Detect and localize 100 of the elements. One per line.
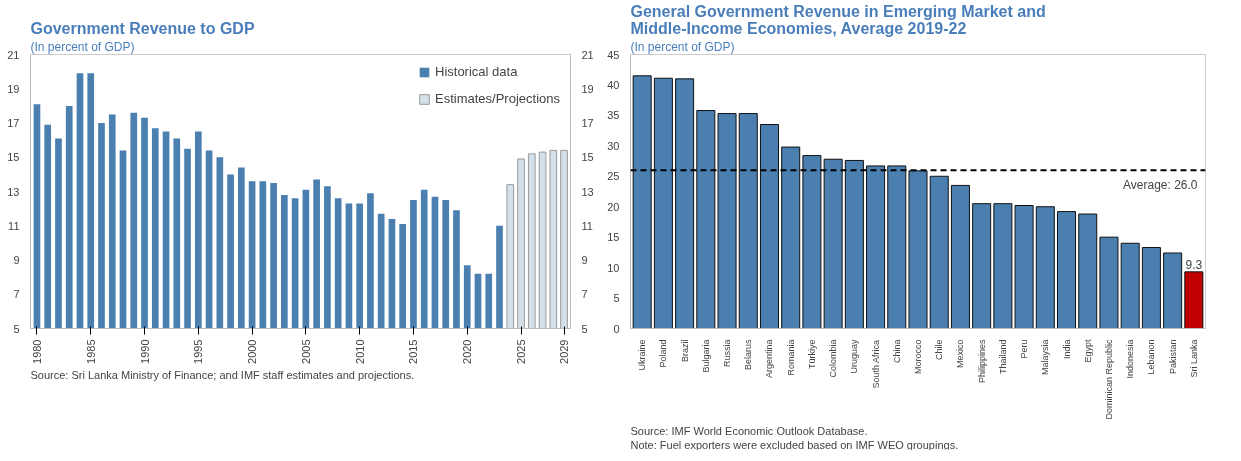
x-tick-label: Mexico	[955, 339, 966, 369]
y-tick-label: 10	[607, 261, 620, 274]
x-tick-label: Brazil	[679, 339, 690, 362]
x-tick-label: India	[1061, 339, 1072, 360]
bar	[781, 146, 801, 329]
x-tick-label: 1995	[192, 339, 205, 364]
bar	[653, 77, 673, 329]
x-tick-label: Dominican Republic	[1103, 339, 1114, 420]
bar	[632, 75, 652, 329]
x-tick-label: Romania	[785, 339, 796, 376]
bar	[717, 113, 737, 329]
y-tick-label: 25	[607, 170, 620, 183]
text: Note: Fuel exporters were excluded based on IMF WEO groupings.	[630, 438, 959, 451]
x-tick-label: Chile	[934, 339, 945, 361]
bar	[1120, 242, 1140, 329]
y-tick-label: 20	[607, 200, 620, 213]
bar	[675, 78, 695, 329]
y2-tick-label: 13	[581, 185, 594, 198]
x-tick-label: 1990	[138, 339, 151, 364]
x-tick-label: Colombia	[828, 339, 839, 378]
y2-tick-label: 17	[581, 117, 594, 129]
source-note: Source: IMF World Economic Outlook Database.	[630, 424, 868, 437]
bar	[759, 124, 779, 329]
y2-tick-label: 5	[581, 322, 588, 335]
chart-subtitle: (In percent of GDP)	[630, 39, 735, 54]
bar	[1141, 247, 1161, 329]
x-tick-label: Peru	[1019, 339, 1030, 359]
legend-label: Estimates/Projections	[435, 91, 560, 106]
bar	[1057, 211, 1077, 329]
x-tick-label: Indonesia	[1125, 339, 1136, 379]
y-tick-label: 15	[7, 151, 20, 164]
y-tick-label: 21	[7, 48, 20, 61]
ref-line-label: Average: 26.0	[1123, 178, 1198, 193]
y-tick-label: 0	[613, 322, 620, 335]
y-tick-label: 5	[613, 292, 620, 305]
x-tick-label: Uruguay	[849, 339, 860, 374]
bar	[929, 175, 949, 329]
chart-title: General Government Revenue in Emerging Market and Middle-Income Economies, Average 2019-22	[630, 2, 1046, 37]
x-tick-label: Morocco	[913, 339, 923, 375]
bar	[866, 165, 886, 329]
x-tick-label: Bulgaria	[700, 339, 711, 373]
y-tick-label: 45	[607, 48, 620, 61]
y-tick-label: 11	[8, 219, 20, 232]
bar	[738, 113, 758, 329]
bar	[696, 110, 716, 329]
x-tick-label: Belarus	[743, 339, 754, 371]
x-tick-label: 2015	[407, 339, 420, 364]
bar	[950, 184, 970, 329]
y-tick-label: 19	[7, 82, 20, 95]
x-tick-label: Malaysia	[1040, 339, 1051, 376]
x-tick-label: Poland	[658, 339, 669, 368]
source-note: Source: Sri Lanka Ministry of Finance; and IMF staff estimates and projections.	[30, 368, 415, 381]
data-label: 9.3	[1185, 257, 1203, 272]
x-tick-label: South Africa	[870, 339, 881, 389]
y-tick-label: 35	[607, 109, 620, 122]
legend-label: Historical data	[435, 64, 518, 79]
x-tick-label: China	[891, 339, 902, 364]
y-tick-label: 7	[13, 288, 20, 301]
y-tick-label: 30	[607, 139, 620, 152]
x-tick-label: Türkiye	[806, 339, 817, 369]
x-tick-label: Sri Lanka	[1188, 339, 1199, 378]
y-tick-label: 9	[13, 254, 20, 266]
x-tick-label: 2025	[515, 339, 528, 364]
y-tick-label: 5	[13, 322, 20, 335]
x-tick-label: 1985	[84, 339, 97, 364]
y2-tick-label: 9	[581, 254, 588, 266]
y-tick-label: 17	[7, 117, 20, 129]
x-tick-label: Philippines	[976, 339, 987, 384]
x-tick-label: Lebanon	[1146, 339, 1157, 375]
y-tick-label: 40	[607, 78, 620, 91]
bar	[1184, 271, 1204, 329]
x-tick-label: 2020	[461, 339, 474, 364]
bar	[887, 165, 907, 329]
y-tick-label: 15	[607, 231, 620, 244]
x-tick-label: 2000	[246, 339, 259, 364]
y2-tick-label: 7	[581, 288, 588, 301]
x-tick-label: 1980	[30, 339, 43, 364]
x-tick-label: Ukraine	[637, 339, 648, 371]
y2-tick-label: 21	[581, 48, 594, 61]
y2-tick-label: 15	[581, 151, 594, 164]
x-tick-label: Russia	[722, 339, 733, 368]
x-tick-label: Thailand	[997, 339, 1008, 375]
bar	[1163, 252, 1183, 329]
x-tick-label: Pakistan	[1167, 339, 1178, 375]
bar	[1035, 206, 1055, 329]
bar	[972, 203, 992, 329]
x-tick-label: 2010	[353, 339, 366, 364]
y-tick-label: 13	[7, 185, 20, 198]
bar	[1078, 213, 1098, 329]
chart-title: Government Revenue to GDP	[30, 19, 255, 37]
bar	[844, 159, 864, 329]
x-tick-label: 2005	[299, 339, 312, 364]
x-tick-label: Argentina	[764, 339, 775, 379]
bar	[908, 170, 928, 329]
bar	[1099, 236, 1119, 329]
y2-tick-label: 11	[581, 219, 593, 232]
x-tick-label: Egypt	[1082, 339, 1093, 363]
chart-subtitle: (In percent of GDP)	[30, 39, 135, 54]
y2-tick-label: 19	[581, 82, 594, 95]
x-tick-label: 2029	[558, 339, 571, 364]
